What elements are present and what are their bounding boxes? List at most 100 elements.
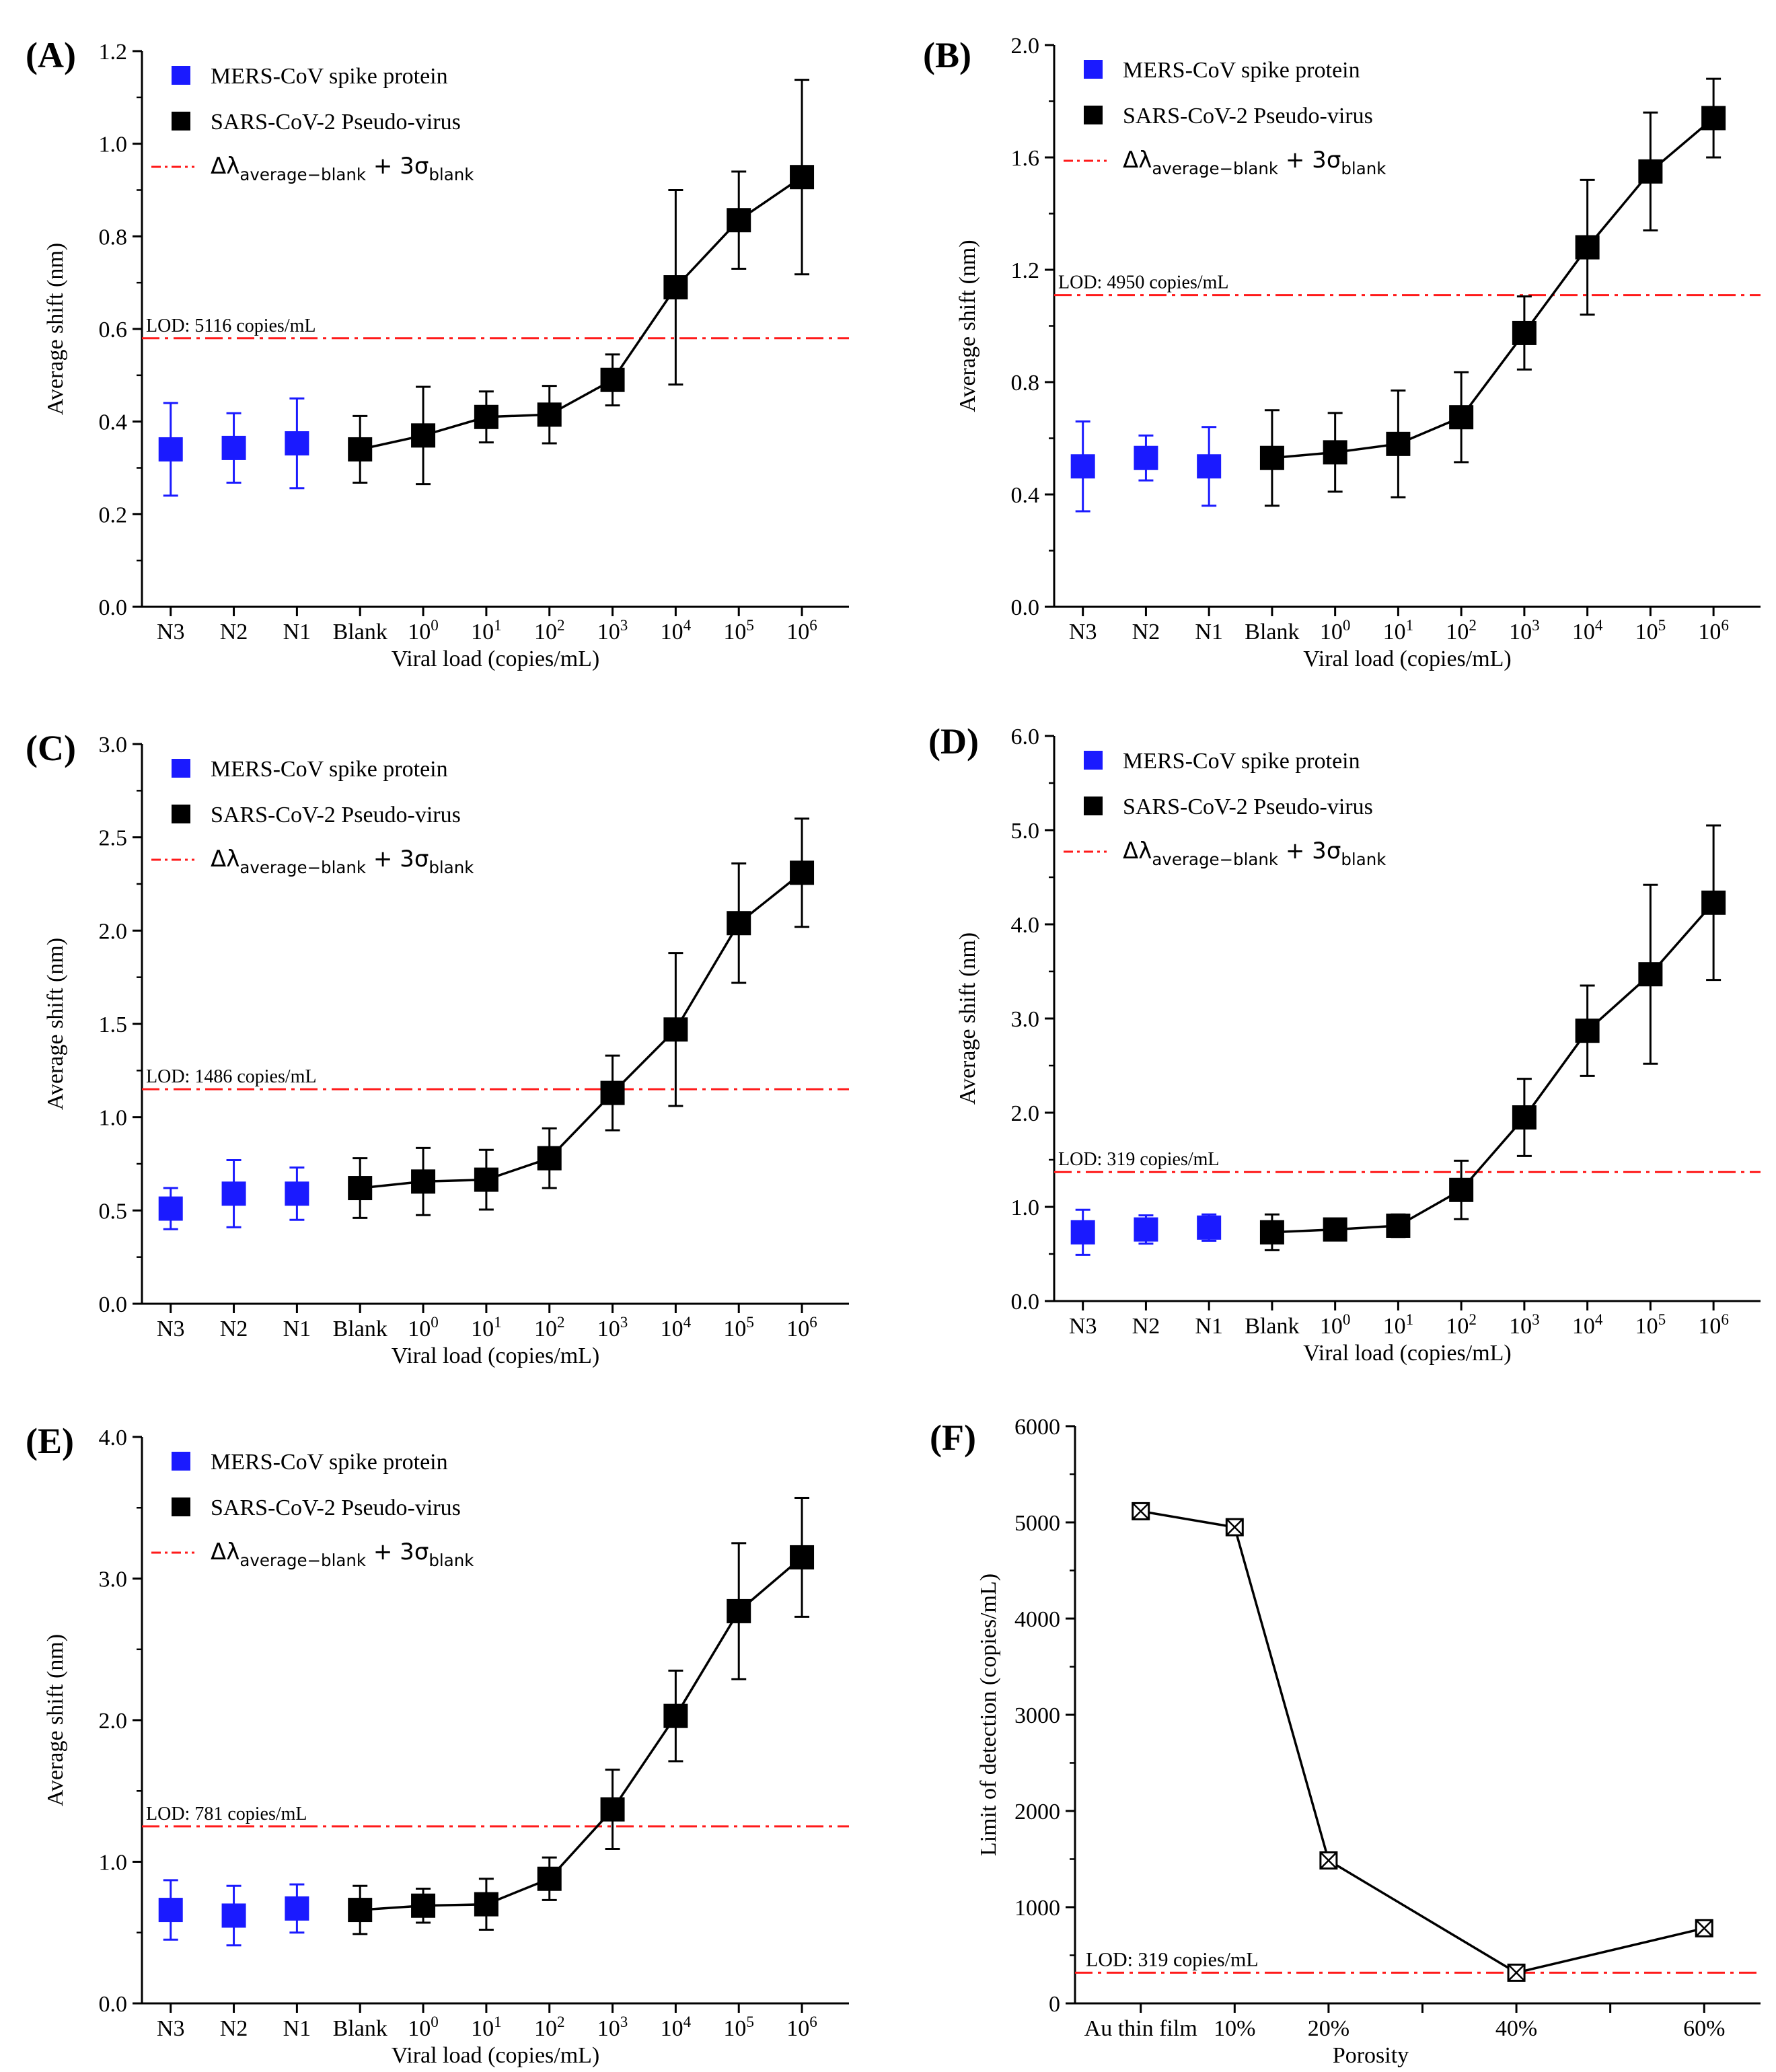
y-tick-label: 2.0 bbox=[99, 1709, 128, 1734]
sars-point bbox=[1575, 1019, 1600, 1043]
lod-label: LOD: 319 copies/mL bbox=[1086, 1948, 1259, 1970]
legend-mers-label: MERS-CoV spike protein bbox=[1123, 749, 1360, 774]
y-tick-label: 0.2 bbox=[99, 503, 128, 527]
mers-point bbox=[285, 1181, 309, 1206]
panel-f: (F) 0 1000 2000 3000 4000 5000 6000 Limit of det… bbox=[930, 1415, 1761, 2068]
y-tick-label: 2000 bbox=[1014, 1800, 1060, 1824]
x-tick-label: 100 bbox=[408, 617, 439, 644]
x-tick-label: N3 bbox=[1069, 1314, 1097, 1339]
legend-sars-marker bbox=[1084, 797, 1103, 815]
x-tick-label: 102 bbox=[1446, 1311, 1477, 1339]
legend-sars-label: SARS-CoV-2 Pseudo-virus bbox=[1123, 104, 1373, 128]
y-tick-label: 3.0 bbox=[99, 733, 128, 757]
y-tick-label: 4.0 bbox=[99, 1426, 128, 1450]
legend: MERS-CoV spike protein SARS-CoV-2 Pseudo-… bbox=[151, 1450, 474, 1570]
y-tick-label: 0.8 bbox=[99, 225, 128, 250]
y-tick-label: 4000 bbox=[1014, 1607, 1060, 1632]
legend-mers-marker bbox=[1084, 60, 1103, 79]
y-tick-label: 1000 bbox=[1014, 1896, 1060, 1921]
legend-sars-label: SARS-CoV-2 Pseudo-virus bbox=[1123, 794, 1373, 819]
y-tick-label: 0.5 bbox=[99, 1199, 128, 1224]
y-tick-label: 0 bbox=[1049, 1992, 1060, 2017]
x-tick-label: 103 bbox=[1509, 617, 1540, 644]
legend: MERS-CoV spike protein SARS-CoV-2 Pseudo-… bbox=[1064, 58, 1386, 178]
sars-point bbox=[1386, 1214, 1411, 1238]
y-tick-label: 0.4 bbox=[99, 410, 128, 435]
sars-point bbox=[1638, 159, 1663, 184]
y-tick-label: 2.0 bbox=[1011, 1101, 1040, 1126]
y-tick-label: 0.0 bbox=[99, 1292, 128, 1317]
panel-d: (D) 0.0 1.0 2.0 3.0 4.0 5.0 6.0 Average shift (n… bbox=[928, 721, 1761, 1366]
y-tick-label: 5000 bbox=[1014, 1511, 1060, 1536]
legend-threshold-part: + 3σ bbox=[1278, 838, 1341, 864]
x-axis-title: Viral load (copies/mL) bbox=[1303, 646, 1512, 671]
y-tick-label: 3.0 bbox=[99, 1567, 128, 1592]
legend-sars-label: SARS-CoV-2 Pseudo-virus bbox=[211, 110, 461, 135]
sars-point bbox=[348, 1176, 373, 1201]
x-tick-label: 103 bbox=[1509, 1311, 1540, 1339]
legend-mers-label: MERS-CoV spike protein bbox=[211, 757, 448, 782]
x-tick-label: 103 bbox=[597, 2013, 628, 2041]
y-tick-label: 0.6 bbox=[99, 318, 128, 342]
legend: MERS-CoV spike protein SARS-CoV-2 Pseudo-… bbox=[151, 64, 474, 184]
sars-point bbox=[537, 1866, 562, 1891]
sars-point bbox=[1323, 440, 1347, 465]
legend-sars-marker bbox=[172, 112, 190, 131]
mers-point bbox=[221, 1181, 246, 1206]
mers-point bbox=[1134, 445, 1158, 470]
y-tick-label: 1.0 bbox=[1011, 1195, 1040, 1220]
x-tick-label: N1 bbox=[1195, 620, 1223, 644]
x-tick-label: N1 bbox=[283, 620, 311, 644]
sars-point bbox=[1259, 1220, 1284, 1245]
y-axis-title: Average shift (nm) bbox=[43, 1634, 68, 1806]
x-tick-label: 101 bbox=[471, 2013, 502, 2041]
panel-label: (F) bbox=[930, 1417, 976, 1458]
y-tick-label: 1.5 bbox=[99, 1012, 128, 1037]
x-tick-label: N2 bbox=[1132, 1314, 1160, 1339]
lod-label: LOD: 319 copies/mL bbox=[1058, 1149, 1220, 1170]
lod-point-cross bbox=[1226, 1518, 1244, 1537]
legend-threshold-part: average−blank bbox=[1152, 159, 1279, 178]
x-tick-label: 102 bbox=[534, 2013, 565, 2041]
sars-series-line bbox=[1271, 901, 1715, 1234]
y-axis-title: Limit of detection (copies/mL) bbox=[976, 1574, 1001, 1856]
lod-point-cross bbox=[1508, 1964, 1525, 1982]
legend-mers-label: MERS-CoV spike protein bbox=[211, 1450, 448, 1475]
sars-point bbox=[1638, 962, 1663, 987]
y-axis-title: Average shift (nm) bbox=[955, 932, 980, 1105]
y-tick-label: 0.4 bbox=[1011, 483, 1040, 508]
sars-point bbox=[790, 165, 815, 190]
sars-point bbox=[537, 1146, 562, 1171]
x-tick-label: 105 bbox=[723, 1314, 754, 1341]
sars-point bbox=[1701, 890, 1726, 915]
sars-point bbox=[1259, 445, 1284, 470]
lod-label: LOD: 4950 copies/mL bbox=[1058, 272, 1229, 293]
sars-point bbox=[1701, 106, 1726, 131]
x-tick-label: 105 bbox=[1635, 1311, 1666, 1339]
x-tick-label: 101 bbox=[1383, 617, 1414, 644]
x-tick-label: 10% bbox=[1214, 2016, 1255, 2041]
x-tick-label: N3 bbox=[157, 1317, 185, 1341]
x-tick-label: Blank bbox=[333, 620, 387, 644]
legend-threshold-part: Δλ bbox=[211, 846, 239, 873]
x-tick-label: N3 bbox=[1069, 620, 1097, 644]
x-tick-label: 105 bbox=[1635, 617, 1666, 644]
legend-threshold-part: blank bbox=[429, 858, 474, 877]
x-tick-label: Blank bbox=[333, 1317, 387, 1341]
legend: MERS-CoV spike protein SARS-CoV-2 Pseudo-… bbox=[1064, 749, 1386, 869]
x-tick-label: N2 bbox=[220, 1317, 248, 1341]
sars-point bbox=[663, 275, 688, 300]
lod-point-cross bbox=[1320, 1851, 1337, 1870]
mers-point bbox=[158, 1196, 183, 1221]
sars-point bbox=[411, 1169, 436, 1194]
x-tick-label: N1 bbox=[283, 1317, 311, 1341]
sars-point bbox=[727, 1598, 751, 1623]
x-tick-label: N2 bbox=[220, 620, 248, 644]
x-tick-label: 100 bbox=[1320, 617, 1351, 644]
x-tick-label: N3 bbox=[157, 2016, 185, 2041]
legend-threshold-part: Δλ bbox=[1123, 838, 1152, 864]
legend-sars-label: SARS-CoV-2 Pseudo-virus bbox=[211, 1495, 461, 1520]
x-tick-label: N2 bbox=[220, 2016, 248, 2041]
sars-point bbox=[411, 1893, 436, 1918]
legend-threshold-part: blank bbox=[429, 1551, 474, 1570]
